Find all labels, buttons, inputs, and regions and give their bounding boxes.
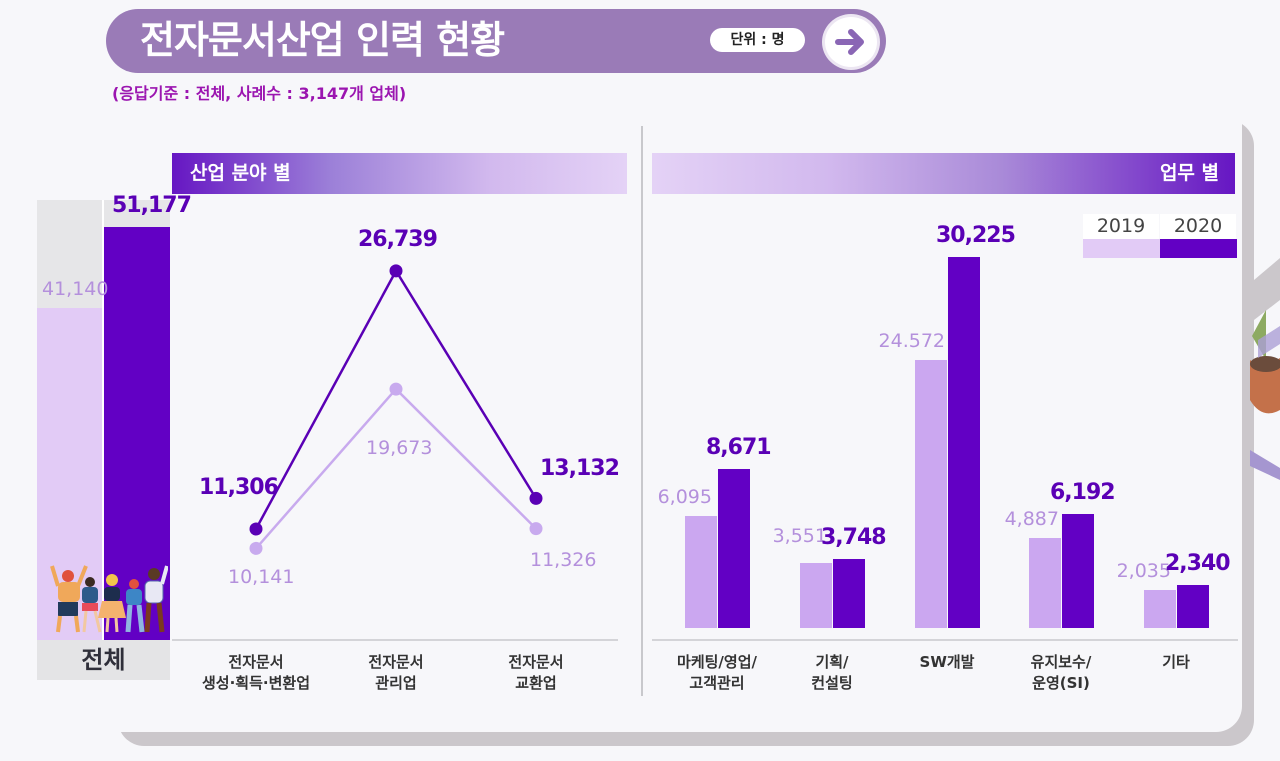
bar-label-2020-2: 30,225	[936, 223, 1016, 248]
total-2020-label: 51,177	[112, 193, 192, 219]
bar-label-2020-0: 8,671	[706, 435, 772, 460]
bar-label-2019-2: 24.572	[878, 330, 945, 352]
task-category-1: 기획/컨설팅	[772, 652, 892, 694]
point-2020-2	[529, 491, 543, 505]
task-category-line: 유지보수/	[1030, 653, 1092, 671]
bar-2019-2	[915, 360, 947, 628]
line-label-2019-1: 19,673	[366, 437, 433, 460]
industry-category-line: 생성·획득·변환업	[202, 674, 310, 692]
bar-2019-0	[685, 516, 717, 628]
bar-2020-1	[833, 559, 865, 628]
line-label-2020-1: 26,739	[358, 226, 438, 252]
point-2019-2	[529, 522, 543, 536]
point-2020-1	[389, 264, 403, 278]
line-label-2019-0: 10,141	[228, 566, 295, 589]
industry-category-line: 전자문서	[228, 653, 284, 671]
person-5	[144, 565, 168, 633]
legend-label-2019: 2019	[1083, 214, 1159, 239]
legend-label-2020: 2020	[1160, 214, 1236, 239]
legend-swatch-2019	[1083, 239, 1160, 258]
industry-axis-line	[172, 639, 618, 641]
task-category-line: 마케팅/영업/	[677, 653, 757, 671]
task-category-3: 유지보수/운영(SI)	[1001, 652, 1121, 694]
bar-2020-4	[1177, 584, 1209, 628]
industry-category-line: 관리업	[375, 674, 417, 692]
task-category-4: 기타	[1116, 652, 1236, 673]
point-2020-0	[249, 522, 263, 536]
bar-2019-1	[800, 563, 832, 628]
industry-category-line: 교환업	[515, 674, 557, 692]
task-category-line: 컨설팅	[811, 674, 853, 692]
task-category-2: SW개발	[887, 652, 1007, 673]
legend-swatch-2020	[1160, 239, 1237, 258]
task-axis-line	[652, 639, 1238, 641]
person-1	[50, 565, 88, 633]
page-title: 전자문서산업 인력 현황	[140, 18, 505, 62]
person-2	[82, 577, 102, 633]
line-label-2020-0: 11,306	[199, 474, 279, 500]
bar-2019-3	[1029, 538, 1061, 628]
next-button[interactable]	[822, 14, 880, 70]
bar-2020-0	[718, 469, 750, 628]
task-category-line: SW개발	[919, 653, 975, 671]
industry-category-line: 전자문서	[368, 653, 424, 671]
response-basis: (응답기준 : 전체, 사례수 : 3,147개 업체)	[112, 84, 407, 103]
task-category-line: 기타	[1162, 653, 1190, 671]
arrow-right-icon	[835, 29, 864, 55]
unit-badge: 단위 : 명	[710, 28, 805, 52]
task-category-0: 마케팅/영업/고객관리	[657, 652, 777, 694]
point-2019-1	[389, 382, 403, 396]
line-series-2020	[254, 268, 538, 530]
bar-label-2019-1: 3,551	[772, 525, 827, 547]
point-2019-0	[249, 541, 263, 555]
person-3	[98, 574, 126, 633]
total-2019-label: 41,140	[42, 278, 109, 301]
bar-2020-3	[1062, 514, 1094, 628]
plant-decoration	[1250, 258, 1280, 480]
section-header-industry: 산업 분야 별	[172, 153, 627, 194]
line-label-2020-2: 13,132	[540, 456, 620, 482]
task-category-line: 고객관리	[689, 674, 745, 692]
industry-category-line: 전자문서	[508, 653, 564, 671]
bar-label-2019-4: 2,035	[1116, 560, 1171, 582]
person-4	[125, 579, 145, 633]
task-category-line: 기획/	[815, 653, 849, 671]
bar-2020-2	[948, 257, 980, 628]
total-separator	[102, 200, 104, 640]
total-category-label: 전체	[37, 640, 170, 680]
bar-label-2020-1: 3,748	[821, 525, 887, 551]
legend: 2019 2020	[1083, 214, 1237, 261]
people-illustration	[50, 565, 168, 633]
bar-label-2020-3: 6,192	[1050, 480, 1116, 506]
bar-label-2019-0: 6,095	[657, 486, 712, 508]
bar-2019-4	[1144, 590, 1176, 628]
line-label-2019-2: 11,326	[530, 548, 597, 571]
section-divider	[641, 126, 643, 696]
task-category-line: 운영(SI)	[1032, 674, 1090, 692]
bar-label-2019-3: 4,887	[1004, 508, 1059, 531]
line-series-2019	[255, 387, 537, 550]
section-header-task: 업무 별	[652, 153, 1235, 194]
bar-label-2020-4: 2,340	[1165, 550, 1231, 576]
